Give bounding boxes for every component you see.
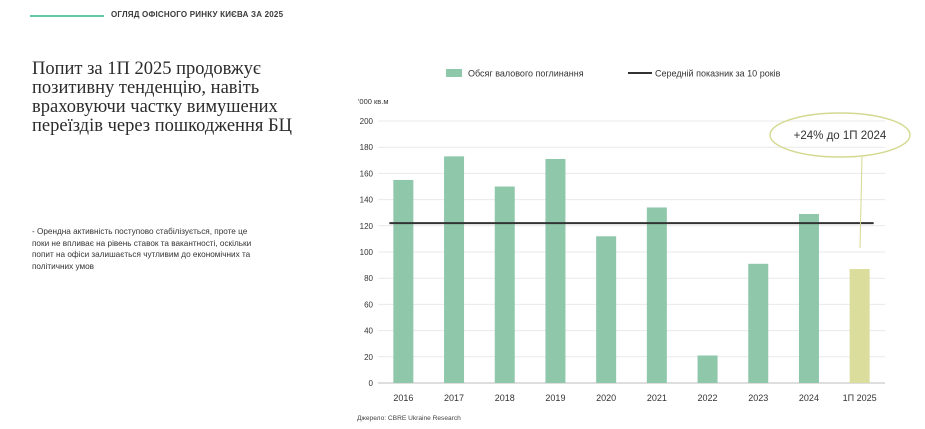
y-tick-label: 100: [360, 248, 374, 257]
x-tick-label: 2016: [393, 393, 413, 403]
source-note: Джерело: CBRE Ukraine Research: [357, 415, 461, 422]
y-tick-label: 80: [364, 274, 373, 283]
y-tick-label: 20: [364, 353, 373, 362]
legend-bar-label: Обсяг валового поглинання: [468, 69, 584, 79]
y-axis-unit: '000 кв.м: [358, 97, 389, 106]
y-tick-label: 140: [360, 196, 374, 205]
callout-pointer: [859, 156, 863, 249]
y-tick-label: 180: [360, 143, 374, 152]
x-tick-label: 2024: [799, 393, 819, 403]
y-tick-labels: 0 20 40 60 80 100 120 140 160 180 200: [360, 117, 374, 388]
bar: [545, 158, 566, 383]
chart-legend: Обсяг валового поглинання Середній показ…: [446, 69, 781, 79]
bar: [798, 214, 819, 383]
y-tick-label: 160: [360, 169, 374, 178]
bar: [596, 236, 617, 383]
x-tick-label: 2022: [698, 393, 718, 403]
x-tick-label: 2020: [596, 393, 616, 403]
y-tick-label: 120: [360, 222, 374, 231]
page-headline: Попит за 1П 2025 продовжує позитивну тен…: [32, 59, 292, 136]
bar: [494, 186, 515, 383]
bar: [393, 179, 414, 383]
y-tick-label: 40: [364, 327, 373, 336]
bar: [849, 269, 870, 383]
bar: [697, 355, 718, 383]
x-tick-label: 2023: [748, 393, 768, 403]
commentary-text: - Орендна активність поступово стабілізу…: [32, 227, 252, 271]
x-tick-labels: 2016 2017 2018 2019 2020 2021 2022 2023 2024 1П 2…: [393, 393, 876, 403]
callout-ellipse: [769, 112, 911, 158]
growth-callout: +24% до 1П 2024: [769, 112, 911, 249]
bar: [444, 156, 465, 383]
x-tick-label: 2018: [495, 393, 515, 403]
callout-text: +24% до 1П 2024: [794, 130, 887, 142]
chart-bars: [393, 156, 870, 383]
x-tick-label: 2017: [444, 393, 464, 403]
legend-bar-swatch: [446, 69, 462, 77]
x-tick-label: 2019: [545, 393, 565, 403]
bar: [646, 207, 667, 383]
y-tick-label: 200: [360, 117, 374, 126]
x-tick-label: 2021: [647, 393, 667, 403]
section-title: ОГЛЯД ОФІСНОГО РИНКУ КИЄВА ЗА 2025: [111, 10, 284, 19]
header-accent-line: [30, 15, 104, 17]
x-tick-label: 1П 2025: [843, 393, 877, 403]
bar: [748, 263, 769, 383]
legend-line-label: Середній показник за 10 років: [655, 69, 781, 79]
y-tick-label: 60: [364, 300, 373, 309]
y-tick-label: 0: [369, 379, 374, 388]
